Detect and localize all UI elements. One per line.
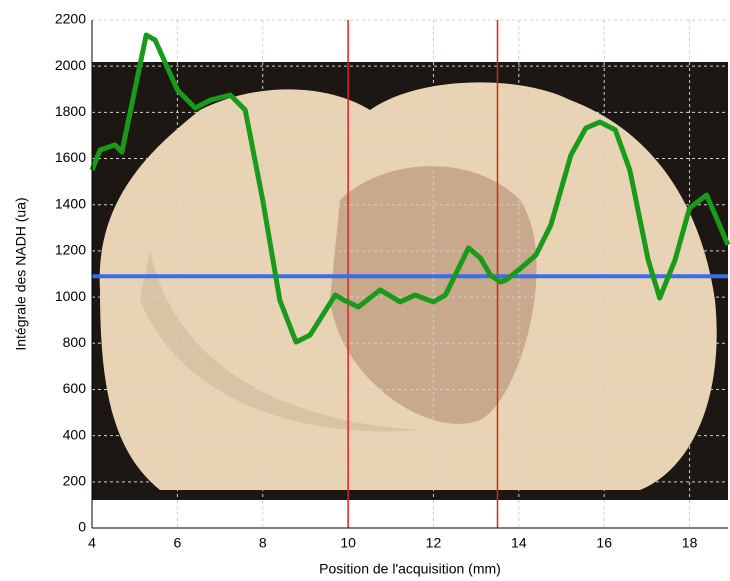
y-tick-label: 0 <box>78 519 86 535</box>
y-tick-label: 200 <box>63 473 87 489</box>
x-tick-label: 14 <box>511 535 527 551</box>
y-tick-label: 2000 <box>55 57 86 73</box>
y-tick-label: 1400 <box>55 195 86 211</box>
y-tick-label: 1200 <box>55 242 86 258</box>
y-tick-label: 1600 <box>55 149 86 165</box>
y-tick-label: 600 <box>63 380 87 396</box>
x-tick-label: 6 <box>173 535 181 551</box>
x-axis-label: Position de l'acquisition (mm) <box>319 561 501 577</box>
x-tick-label: 8 <box>259 535 267 551</box>
x-tick-label: 10 <box>340 535 356 551</box>
marks <box>89 20 730 528</box>
y-tick-label: 800 <box>63 334 87 350</box>
x-tick-label: 4 <box>88 535 96 551</box>
x-tick-label: 16 <box>596 535 612 551</box>
x-tick-label: 12 <box>426 535 442 551</box>
y-tick-label: 400 <box>63 426 87 442</box>
x-tick-label: 18 <box>682 535 698 551</box>
y-tick-label: 2200 <box>55 11 86 27</box>
y-tick-label: 1800 <box>55 103 86 119</box>
background-photo <box>92 62 728 500</box>
y-tick-label: 1000 <box>55 288 86 304</box>
data-line <box>89 32 730 345</box>
y-axis-label: Intégrale des NADH (ua) <box>13 197 29 350</box>
